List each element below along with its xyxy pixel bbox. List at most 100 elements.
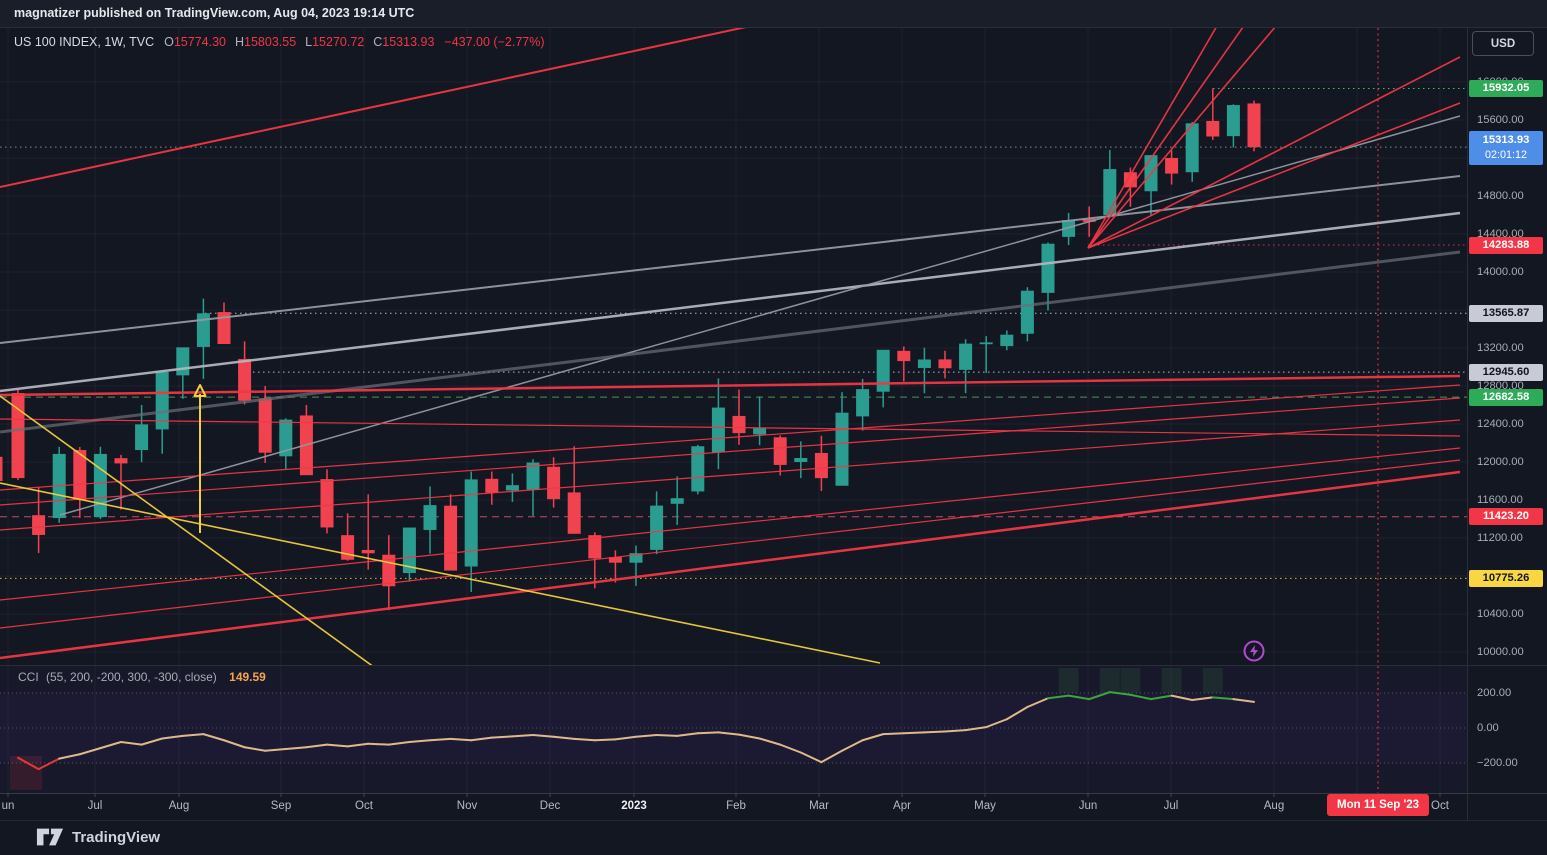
price-tick-label: 11200.00 [1477, 532, 1523, 544]
time-tick-label: Apr [893, 800, 911, 812]
candle [794, 458, 808, 462]
candle [753, 427, 767, 435]
candle [588, 535, 602, 559]
price-level-label: 12945.60 [1469, 363, 1543, 381]
candle [1165, 158, 1179, 174]
price-tick-label: 11600.00 [1477, 494, 1523, 506]
candle [32, 515, 46, 535]
candle [691, 446, 705, 492]
candle [279, 419, 293, 457]
publish-title: magnatizer published on TradingView.com,… [14, 6, 415, 20]
candle [897, 350, 911, 362]
up-arrow-drawing[interactable] [193, 384, 207, 533]
cci-tick-label: 200.00 [1477, 687, 1512, 699]
ohlc-item: L15270.72 [305, 35, 365, 49]
price-tick-label: 13200.00 [1477, 342, 1524, 354]
ohlc-item: H15803.55 [234, 35, 297, 49]
price-tick-label: 12000.00 [1477, 456, 1524, 468]
candle [1000, 334, 1014, 347]
candle [732, 415, 746, 434]
cci-value: 149.59 [229, 670, 266, 684]
wedge-trendline [1087, 102, 1461, 249]
candle [1062, 220, 1076, 237]
change-value: −437.00 (−2.77%) [444, 35, 545, 49]
last-price-label: 15313.93 02:01:12 [1469, 131, 1543, 166]
candle [423, 505, 437, 530]
candle [464, 479, 478, 567]
cci-tick-label: 0.00 [1477, 722, 1499, 734]
price-tick-label: 12400.00 [1477, 418, 1524, 430]
candle [629, 553, 643, 563]
candle [73, 450, 87, 500]
wedge-trendline [1087, 28, 1244, 249]
cci-pane [0, 668, 1467, 790]
time-tick-label: Aug [168, 800, 190, 812]
red-trendline [0, 419, 1461, 531]
time-tick-label: Feb [726, 800, 746, 812]
time-tick-label: Jul [1163, 800, 1179, 812]
watermark-text: TradingView [72, 828, 161, 846]
pane-separators [0, 27, 1547, 821]
candle [979, 342, 993, 345]
time-tick-label: Mar [809, 800, 829, 812]
candle [176, 347, 190, 376]
candle [959, 343, 973, 370]
time-tick-label: Oct [355, 800, 373, 812]
currency-toggle-button[interactable]: USD [1472, 31, 1534, 56]
ohlc-item: O15774.30 [164, 35, 226, 49]
candle [1247, 103, 1261, 148]
cci-params: (55, 200, -200, 300, -300, close) [46, 670, 217, 684]
time-tick-label: un [1, 800, 15, 812]
candle [835, 412, 849, 486]
price-tick-label: 14800.00 [1477, 190, 1524, 202]
candle [773, 437, 787, 465]
candle [876, 349, 890, 392]
price-tick-label: 15600.00 [1477, 114, 1524, 126]
gray-trendline [0, 175, 1461, 344]
price-tick-label: 14000.00 [1477, 266, 1524, 278]
red-trendline [0, 384, 1461, 491]
time-tick-label: Jun [1078, 800, 1098, 812]
ohlc-values: O15774.30 H15803.55 L15270.72 C15313.93 [164, 35, 434, 49]
candle [114, 458, 128, 464]
red-trendline [0, 447, 1461, 601]
price-level-label: 11423.20 [1469, 508, 1543, 526]
tradingview-watermark: TradingView [36, 826, 160, 848]
yellow-trendline [0, 395, 373, 665]
cci-tick-label: −200.00 [1477, 757, 1518, 769]
candle [258, 398, 272, 453]
candle [93, 453, 107, 518]
wedge-trendline [1087, 28, 1276, 249]
time-tick-label: Sep [270, 800, 292, 812]
trendlines[interactable] [0, 0, 1461, 670]
red-trendline [0, 28, 747, 188]
candles [0, 88, 1261, 611]
ohlc-item: C15313.93 [373, 35, 435, 49]
publish-header: magnatizer published on TradingView.com,… [0, 0, 1547, 28]
candle [608, 557, 622, 563]
symbol-legend[interactable]: US 100 INDEX, 1W, TVC O15774.30 H15803.55… [14, 35, 545, 49]
flash-icon[interactable] [1243, 640, 1265, 662]
wedge-trendline [1087, 28, 1217, 249]
candle [1020, 290, 1034, 334]
candle [361, 549, 375, 554]
candle [485, 478, 499, 493]
time-tick-label: Dec [539, 800, 561, 812]
candle [155, 371, 169, 430]
candle [650, 505, 664, 550]
price-level-label: 12682.58 [1469, 388, 1543, 406]
cci-indicator-legend[interactable]: CCI (55, 200, -200, 300, -300, close) 14… [18, 670, 266, 684]
candle [444, 505, 458, 571]
gray-trendline [0, 250, 1461, 434]
candle [856, 389, 870, 417]
time-tick-label: May [974, 800, 996, 812]
time-tick-label: Jul [87, 800, 103, 812]
candle [217, 312, 231, 345]
candle [917, 359, 931, 368]
candle [1206, 120, 1220, 137]
wedge-trendline [1087, 56, 1461, 249]
candle [320, 479, 334, 528]
candle [1041, 243, 1055, 293]
